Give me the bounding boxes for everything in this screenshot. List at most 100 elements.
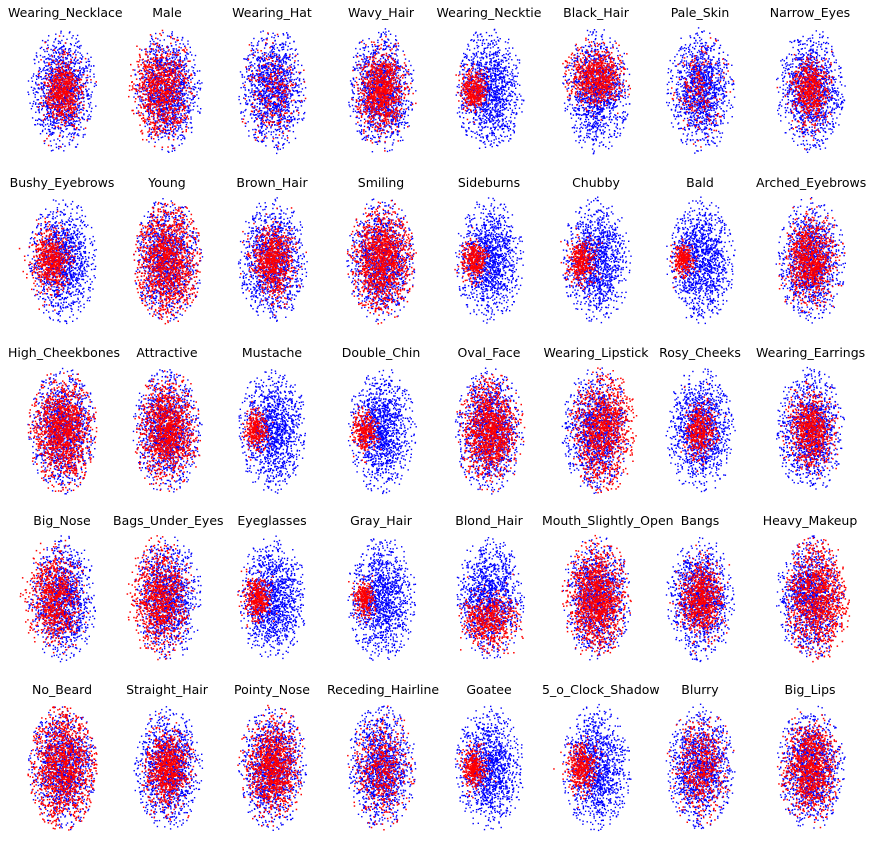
data-point [64, 102, 66, 104]
data-point [248, 130, 249, 131]
data-point [55, 95, 57, 97]
data-point [179, 53, 180, 54]
data-point [59, 71, 61, 73]
data-point [62, 124, 63, 125]
data-point [150, 48, 152, 50]
data-point [60, 43, 61, 44]
data-point [66, 67, 68, 69]
data-point [283, 118, 284, 119]
data-point [167, 90, 169, 92]
data-point [159, 44, 160, 45]
data-point [286, 91, 287, 92]
data-point [76, 101, 78, 103]
data-point [197, 105, 198, 106]
data-point [141, 78, 143, 80]
data-point [143, 84, 145, 86]
data-point [148, 121, 149, 122]
data-point [72, 133, 73, 134]
data-point [165, 119, 167, 121]
data-point [179, 145, 180, 146]
data-point [34, 59, 35, 60]
data-point [170, 88, 172, 90]
data-point [169, 87, 171, 89]
data-point [268, 53, 269, 54]
data-point [52, 45, 53, 46]
data-point [174, 61, 176, 63]
data-point [64, 84, 66, 86]
data-point [131, 89, 133, 91]
data-point [139, 48, 141, 50]
data-point [68, 61, 69, 62]
data-point [51, 70, 52, 71]
data-point [51, 81, 52, 82]
data-point [161, 54, 163, 56]
data-point [261, 110, 262, 111]
data-point [59, 48, 60, 49]
data-point [177, 124, 178, 125]
data-point [182, 94, 183, 95]
data-point [290, 96, 291, 97]
data-point [66, 71, 68, 73]
data-point [35, 83, 36, 84]
data-point [182, 93, 183, 94]
data-point [194, 84, 195, 85]
data-point [174, 81, 176, 83]
data-point [152, 39, 153, 40]
data-point [57, 120, 58, 121]
data-point [81, 74, 82, 75]
data-point [248, 121, 249, 122]
data-point [37, 76, 38, 77]
data-point [186, 122, 187, 123]
data-point [163, 76, 165, 78]
data-point [174, 54, 176, 56]
data-point [179, 71, 181, 73]
data-point [48, 89, 49, 90]
data-point [169, 58, 170, 59]
data-point [253, 38, 254, 39]
data-point [173, 69, 175, 71]
data-point [66, 103, 68, 105]
data-point [178, 46, 180, 48]
data-point [37, 123, 38, 124]
data-point [62, 68, 64, 70]
data-point [196, 91, 197, 92]
data-point [149, 117, 151, 119]
data-point [138, 61, 140, 63]
data-point [138, 110, 140, 112]
data-point [163, 93, 165, 95]
data-point [79, 129, 80, 130]
data-point [158, 83, 160, 85]
data-point [254, 112, 255, 113]
data-point [252, 65, 253, 66]
data-point [60, 127, 62, 129]
data-point [36, 52, 37, 53]
data-point [287, 109, 288, 110]
data-point [173, 90, 175, 92]
data-point [68, 81, 70, 83]
data-point [141, 49, 142, 50]
data-point [167, 78, 169, 80]
data-point [29, 103, 30, 104]
data-point [44, 105, 46, 107]
data-point [145, 53, 147, 55]
data-point [163, 68, 165, 70]
data-point [280, 109, 281, 110]
data-point [146, 139, 148, 141]
data-point [260, 120, 261, 121]
data-point [168, 139, 169, 140]
data-point [167, 73, 169, 75]
data-point [57, 105, 59, 107]
data-point [150, 110, 152, 112]
data-point [82, 118, 83, 119]
data-point [39, 67, 40, 68]
data-point [41, 82, 42, 83]
data-point [173, 101, 175, 103]
data-point [63, 59, 64, 60]
data-point [161, 109, 162, 110]
data-point [241, 118, 242, 119]
data-point [163, 52, 164, 53]
data-point [160, 116, 161, 117]
data-point [80, 112, 82, 114]
data-point [59, 135, 61, 137]
data-point [156, 91, 158, 93]
